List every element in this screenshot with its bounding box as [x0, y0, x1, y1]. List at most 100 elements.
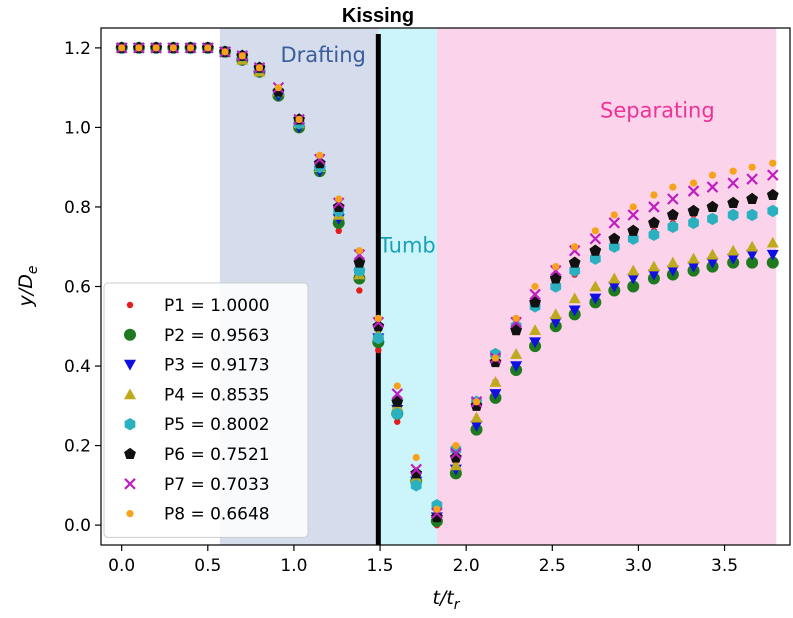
y-tick-label: 0.6: [64, 278, 91, 298]
data-point-p3: [470, 420, 483, 432]
data-point-p6: [410, 467, 423, 479]
data-point-p8: [708, 171, 717, 179]
data-point-p5: [727, 208, 739, 222]
data-point-p8: [669, 183, 677, 191]
data-point-p5: [648, 228, 660, 241]
data-point-p6: [430, 510, 443, 523]
data-point-p8: [316, 151, 324, 159]
data-point-p7: [589, 232, 602, 245]
data-point-p7: [648, 201, 660, 213]
data-points-layer: [115, 41, 779, 529]
data-point-p6: [568, 256, 581, 268]
data-point-p8: [491, 354, 500, 362]
data-point-p8: [221, 48, 229, 56]
data-point-p8: [412, 453, 420, 462]
data-point-p8: [689, 179, 698, 187]
data-point-p3: [568, 305, 581, 317]
data-point-p8: [295, 115, 303, 124]
data-point-p3: [666, 265, 679, 277]
data-point-p3: [489, 389, 502, 400]
data-point-p3: [746, 249, 759, 261]
data-point-p4: [766, 236, 779, 248]
data-point-p4: [489, 375, 502, 387]
x-tick-label: 3.5: [711, 556, 738, 576]
data-point-p4: [727, 244, 740, 256]
data-point-p8: [591, 227, 599, 235]
data-point-p6: [687, 204, 700, 216]
data-point-p1: [335, 227, 342, 235]
data-point-p3: [608, 281, 621, 293]
data-point-p5: [746, 208, 758, 222]
data-point-p8: [238, 52, 246, 60]
data-point-p8: [552, 263, 560, 271]
region-label-drafting: Drafting: [280, 43, 365, 67]
legend-label-p4: P4 = 0.8535: [164, 385, 270, 405]
x-tick-label: 3.0: [625, 556, 652, 576]
legend-label-p3: P3 = 0.9173: [164, 356, 270, 376]
y-axis-label-subscript: e: [25, 266, 41, 275]
data-point-p3: [589, 293, 602, 305]
data-point-p3: [687, 261, 700, 273]
data-point-p7: [746, 173, 758, 185]
legend-label-p1: P1 = 1.0000: [164, 296, 270, 316]
data-point-p7: [667, 193, 679, 205]
data-point-p8: [393, 382, 401, 390]
data-point-p6: [727, 196, 740, 208]
data-point-p6: [549, 272, 562, 284]
data-point-p4: [608, 272, 621, 284]
data-point-p7: [687, 185, 700, 197]
data-point-p3: [766, 249, 779, 261]
x-tick-label: 2.0: [453, 556, 480, 576]
y-axis-label: y/De: [15, 266, 41, 308]
data-point-p8: [769, 159, 777, 167]
data-point-p4: [706, 248, 719, 260]
data-point-p6: [529, 296, 541, 308]
legend-marker-p2: [124, 328, 136, 341]
axes-layer: 0.0 0.5 1.0 1.5 2.0 2.5 3.0 3.5 0.0 0.2 0.4 0.6 0.8 1…: [64, 39, 738, 576]
data-point-p3: [549, 317, 562, 329]
legend-marker-p7: [124, 478, 136, 490]
data-point-p5: [391, 407, 403, 420]
data-point-p6: [391, 395, 404, 407]
x-tick-label: 0.0: [108, 556, 135, 576]
data-point-p1: [375, 346, 382, 354]
data-point-p2: [627, 280, 640, 293]
data-point-p7: [608, 217, 621, 229]
data-point-p3: [510, 361, 523, 373]
legend-marker-p8: [126, 509, 134, 518]
data-point-p4: [746, 240, 759, 252]
legend-label-p8: P8 = 0.6648: [164, 505, 270, 525]
legend-label-p5: P5 = 0.8002: [164, 415, 270, 435]
data-point-p6: [589, 244, 602, 256]
data-point-p4: [687, 252, 700, 264]
data-point-p3: [627, 273, 640, 285]
data-point-p1: [394, 418, 401, 425]
data-point-p8: [374, 314, 382, 322]
legend-label-p6: P6 = 0.7521: [164, 445, 270, 465]
data-point-p6: [627, 224, 640, 236]
legend-marker-p5: [124, 418, 136, 431]
legend-marker-p1: [126, 301, 134, 309]
x-tick-label: 1.0: [280, 556, 307, 576]
region-label-separating: Separating: [600, 99, 715, 123]
data-point-p8: [512, 314, 520, 322]
data-point-p2: [766, 256, 779, 269]
data-point-p4: [510, 348, 523, 359]
legend-marker-p6: [124, 447, 136, 460]
x-tick-label: 1.5: [367, 556, 394, 576]
data-point-p6: [372, 320, 385, 332]
data-point-p4: [449, 459, 462, 471]
data-point-p8: [355, 247, 363, 255]
data-point-p8: [135, 44, 143, 52]
data-point-p8: [650, 191, 658, 199]
data-point-p7: [727, 177, 739, 189]
data-point-p4: [627, 264, 640, 276]
data-point-p8: [629, 203, 637, 211]
x-axis-label: t/tr: [432, 587, 460, 613]
data-point-p6: [332, 200, 345, 212]
data-point-p4: [529, 324, 542, 336]
y-tick-label: 0.8: [64, 198, 91, 218]
data-point-p8: [274, 84, 283, 92]
data-point-p6: [313, 157, 326, 169]
data-point-p7: [391, 388, 404, 400]
